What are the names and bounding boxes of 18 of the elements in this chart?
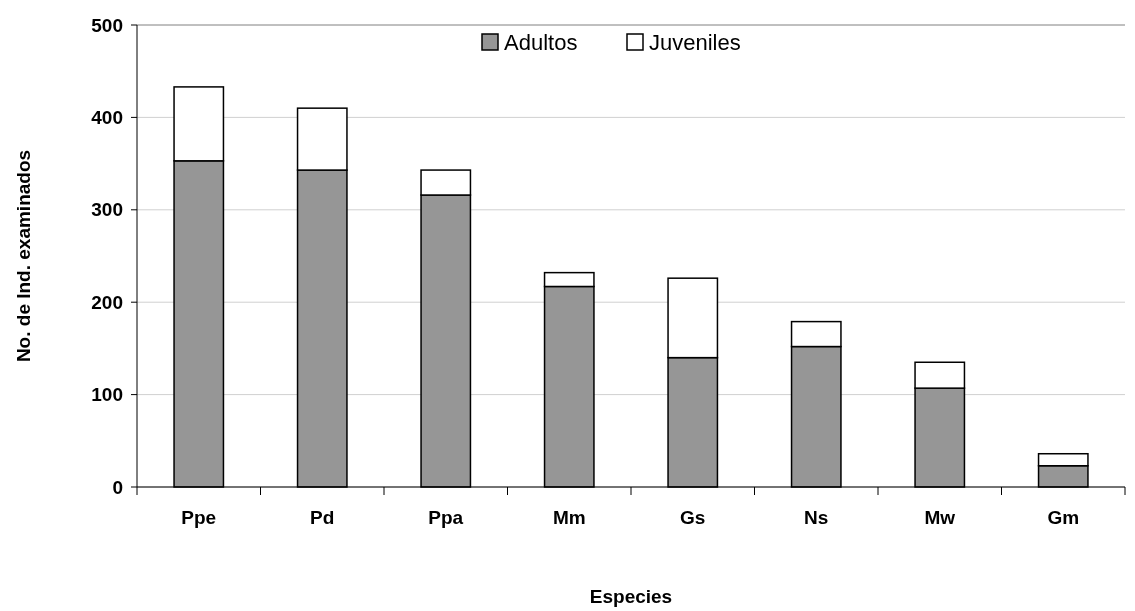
y-tick-label: 200 <box>91 291 123 313</box>
x-tick-label: Mm <box>552 507 586 528</box>
x-tick-label: Pd <box>310 507 335 528</box>
x-axis-title: Especies <box>589 586 673 607</box>
y-tick-label: 300 <box>91 199 123 221</box>
x-tick-label: Gs <box>680 507 706 528</box>
y-tick-label: 400 <box>91 107 123 129</box>
x-tick-label: Mw <box>924 507 956 528</box>
x-tick-label: Ns <box>804 507 829 528</box>
y-tick-label: 500 <box>91 14 123 36</box>
y-tick-label: 100 <box>91 384 123 406</box>
x-tick-label: Gm <box>1047 507 1080 528</box>
legend-label: Adultos <box>504 29 578 55</box>
x-tick-label: Ppe <box>181 507 217 528</box>
y-axis-title: No. de Ind. examinados <box>13 149 34 363</box>
legend-label: Juveniles <box>649 29 741 55</box>
x-tick-label: Ppa <box>428 507 464 528</box>
y-tick-label: 0 <box>112 476 123 498</box>
